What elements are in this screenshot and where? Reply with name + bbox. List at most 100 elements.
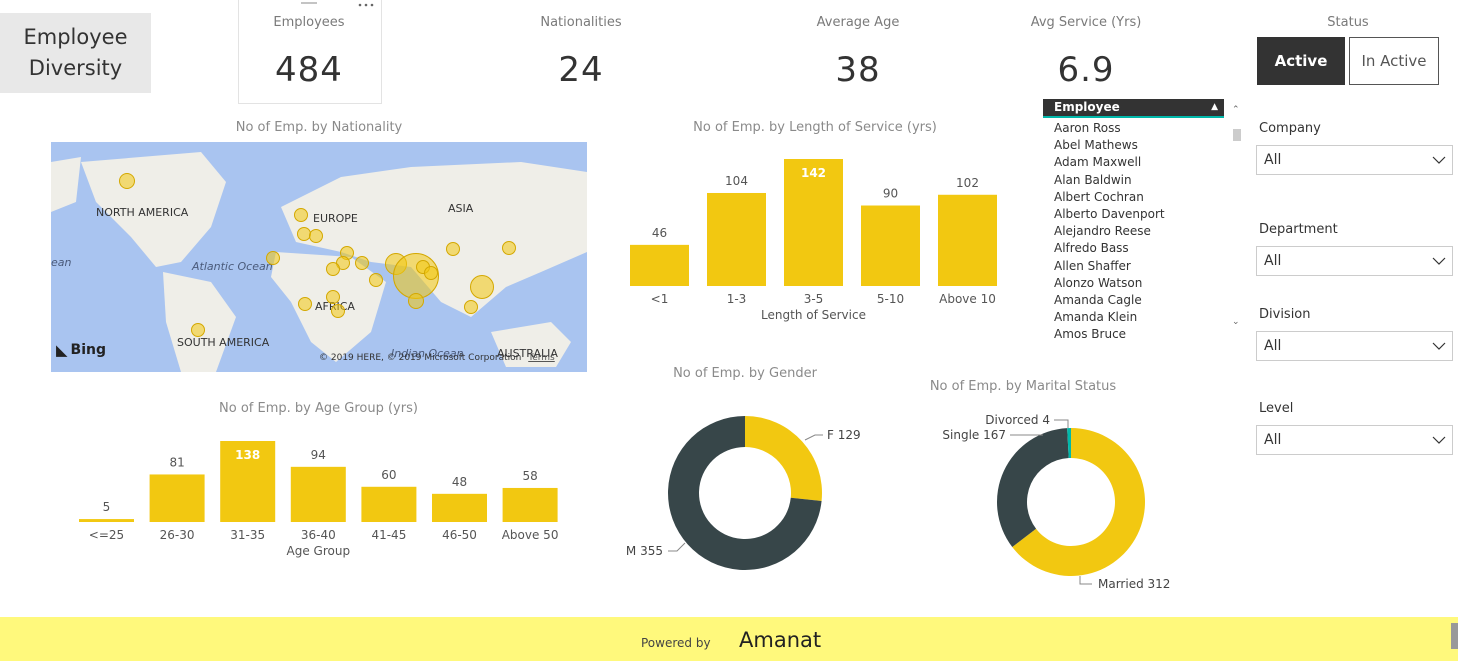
map-bubble[interactable]	[331, 304, 345, 318]
company-label: Company	[1259, 121, 1321, 136]
map-bubble[interactable]	[326, 262, 340, 276]
scrollbar-thumb[interactable]	[1233, 129, 1241, 141]
nationality-map[interactable]: NORTH AMERICA EUROPE ASIA Atlantic Ocean…	[51, 142, 587, 372]
kpi-employees-value: 484	[275, 50, 343, 90]
slice-label: M 355	[626, 544, 663, 558]
division-dropdown[interactable]: All	[1256, 331, 1453, 361]
page-scrollbar[interactable]	[1451, 623, 1458, 649]
map-label-asia: ASIA	[448, 202, 474, 215]
brand-name: Amanat	[739, 628, 822, 652]
x-axis-title: Age Group	[287, 544, 351, 558]
data-label: 5	[103, 500, 111, 514]
company-dropdown[interactable]: All	[1256, 145, 1453, 175]
bing-icon: ◣	[56, 341, 68, 359]
data-label: 81	[169, 455, 184, 469]
employee-list-item[interactable]: Alfredo Bass	[1054, 241, 1129, 256]
employee-list-item[interactable]: Amanda Klein	[1054, 310, 1138, 325]
map-terms-link[interactable]: Terms	[528, 353, 555, 363]
kpi-avg-service-value: 6.9	[1057, 50, 1115, 90]
chevron-down-icon	[1432, 436, 1446, 444]
employee-list-item[interactable]: Alonzo Watson	[1054, 275, 1143, 290]
bar	[149, 474, 205, 522]
employee-list-item[interactable]: Amos Bruce	[1054, 327, 1127, 342]
bar	[938, 194, 997, 286]
scroll-down-icon[interactable]: ⌄	[1232, 317, 1240, 327]
map-bubble[interactable]	[446, 242, 460, 256]
bar	[707, 192, 766, 286]
map-title: No of Emp. by Nationality	[235, 120, 403, 135]
map-bubble[interactable]	[369, 273, 383, 287]
employee-list-item[interactable]: Aaron Ross	[1054, 121, 1121, 135]
map-copyright: © 2019 HERE, © 2019 Microsoft Corporatio…	[319, 353, 555, 363]
employee-list-scrollbar[interactable]: ⌃ ⌄	[1232, 105, 1242, 331]
department-dropdown[interactable]: All	[1256, 246, 1453, 276]
bar	[361, 486, 417, 522]
report-title-line2: Diversity	[28, 56, 123, 80]
map-bubble[interactable]	[464, 300, 478, 314]
slice-label: Married 312	[1098, 577, 1170, 591]
kpi-employees-label: Employees	[273, 15, 345, 30]
powered-by-label: Powered by	[641, 636, 711, 650]
slice-label: Divorced 4	[985, 413, 1050, 427]
map-label-north-america: NORTH AMERICA	[96, 206, 189, 219]
division-label: Division	[1259, 307, 1311, 322]
gender-donut-chart: F 129 M 355	[626, 416, 861, 570]
bar	[784, 159, 843, 286]
kpi-card-frame	[238, 0, 382, 104]
employee-list-item[interactable]: Amanda Cagle	[1054, 293, 1142, 307]
map-bubble[interactable]	[266, 251, 280, 265]
map-bubble[interactable]	[298, 297, 312, 311]
map-bubble[interactable]	[408, 293, 424, 309]
employee-slicer-header[interactable]: Employee ▲	[1043, 99, 1224, 116]
level-label: Level	[1259, 401, 1294, 416]
map-label-europe: EUROPE	[313, 212, 358, 225]
employee-list-item[interactable]: Allen Shaffer	[1054, 258, 1131, 273]
leader-line	[668, 542, 686, 552]
gender-chart-title: No of Emp. by Gender	[673, 366, 817, 381]
map-bubble[interactable]	[191, 323, 205, 337]
employee-slicer-header-label: Employee	[1054, 100, 1120, 114]
company-value: All	[1264, 152, 1282, 168]
bing-logo: ◣ Bing	[56, 341, 106, 359]
map-bubble[interactable]	[326, 290, 340, 304]
map-bubble[interactable]	[502, 241, 516, 255]
data-label: 60	[381, 468, 396, 482]
division-value: All	[1264, 338, 1282, 354]
tick-label: 41-45	[371, 528, 406, 542]
service-chart-title: No of Emp. by Length of Service (yrs)	[693, 120, 937, 135]
data-label: 48	[452, 475, 467, 489]
employee-list-item[interactable]: Albert Cochran	[1054, 189, 1144, 204]
map-label-atlantic: Atlantic Ocean	[192, 260, 273, 273]
map-bubble[interactable]	[355, 256, 369, 270]
scroll-up-icon[interactable]: ⌃	[1232, 105, 1240, 115]
slicer-header-underline	[1043, 116, 1224, 118]
data-label: 102	[956, 176, 979, 190]
bar	[79, 519, 134, 522]
map-bubble[interactable]	[119, 173, 135, 189]
map-bubble[interactable]	[424, 266, 438, 280]
leader-line	[1054, 419, 1069, 428]
slice-label: Single 167	[942, 428, 1006, 442]
employee-slicer[interactable]: Employee ▲ Aaron Ross Abel Mathews Adam Ma…	[1043, 99, 1242, 341]
data-label: 46	[652, 226, 667, 240]
map-bubble[interactable]	[294, 208, 308, 222]
map-label-ocean-edge: ean	[51, 256, 72, 269]
level-dropdown[interactable]: All	[1256, 425, 1453, 455]
employee-list-item[interactable]: Abel Mathews	[1054, 138, 1138, 153]
age-chart-title: No of Emp. by Age Group (yrs)	[219, 401, 418, 416]
tick-label: 5-10	[877, 292, 904, 306]
chevron-down-icon	[1432, 342, 1446, 350]
status-inactive-button[interactable]: In Active	[1349, 37, 1439, 85]
status-active-button[interactable]: Active	[1257, 37, 1345, 85]
employee-list-item[interactable]: Alan Baldwin	[1054, 172, 1132, 187]
map-bubble[interactable]	[309, 229, 323, 243]
sort-up-icon[interactable]: ▲	[1211, 102, 1218, 112]
chevron-down-icon	[1432, 156, 1446, 164]
employee-list-item[interactable]: Adam Maxwell	[1054, 155, 1142, 170]
employee-list-item[interactable]: Alberto Davenport	[1054, 207, 1165, 221]
tick-label: <1	[651, 292, 669, 306]
map-bubble[interactable]	[470, 275, 494, 299]
kpi-average-age-label: Average Age	[816, 15, 900, 30]
map-label-australia: AUSTRALIA	[497, 347, 558, 360]
employee-list-item[interactable]: Alejandro Reese	[1054, 224, 1151, 239]
